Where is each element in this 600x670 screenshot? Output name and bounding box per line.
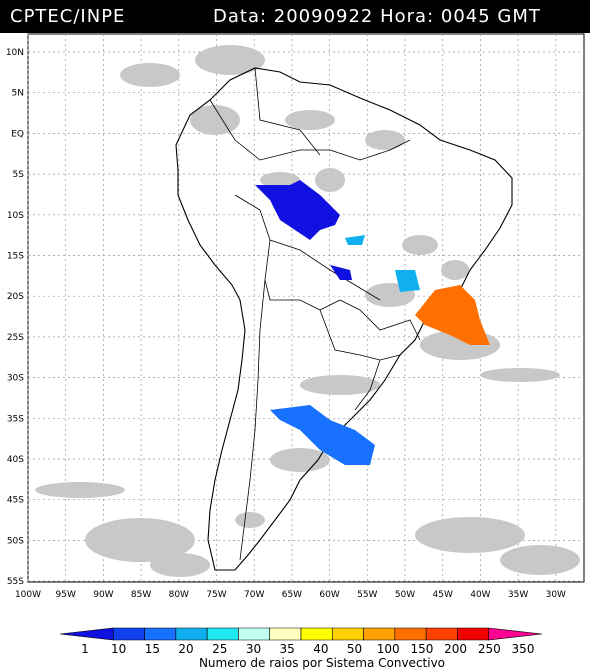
latitude-label: 40S [7, 455, 24, 465]
colorbar-segment [59, 627, 114, 641]
colorbar-segment [363, 627, 396, 641]
longitude-label: 75W [206, 590, 226, 600]
latitude-label: 55S [7, 577, 24, 587]
colorbar-tick-label: 25 [212, 642, 227, 656]
longitude-label: 45W [433, 590, 453, 600]
datetime-label: Data: 20090922 Hora: 0045 GMT [213, 6, 541, 27]
latitude-label: 10N [6, 48, 24, 58]
colorbar-segment [300, 627, 333, 641]
colorbar-tick-labels: 1 10 15 20 25 30 35 40 50 100 150 200 250 350 [81, 642, 534, 656]
colorbar [59, 627, 543, 641]
south-america-coastline [175, 67, 513, 571]
longitude-label: 95W [56, 590, 76, 600]
latitude-label: 50S [7, 536, 24, 546]
latitude-label: 20S [7, 292, 24, 302]
latitude-label: 45S [7, 496, 24, 506]
longitude-labels: 100W 95W 90W 85W 80W 75W 70W 65W 60W 55W 50W 45W 40W… [15, 590, 566, 600]
longitude-label: 90W [93, 590, 113, 600]
colorbar-segment [331, 627, 364, 641]
colorbar-tick-label: 50 [347, 642, 362, 656]
colorbar-segment [144, 627, 177, 641]
colorbar-segment [488, 627, 543, 641]
colorbar-caption: Numero de raios por Sistema Convectivo [199, 656, 445, 670]
colorbar-tick-label: 35 [280, 642, 295, 656]
colorbar-segment [206, 627, 239, 641]
latitude-label: EQ [11, 129, 24, 139]
colorbar-tick-label: 40 [313, 642, 328, 656]
colorbar-segment [269, 627, 302, 641]
cloud-cover [35, 45, 580, 577]
colorbar-tick-label: 100 [377, 642, 400, 656]
colorbar-tick-label: 10 [111, 642, 126, 656]
colorbar-segment [112, 627, 145, 641]
source-label: CPTEC/INPE [10, 6, 126, 27]
colorbar-segment [425, 627, 458, 641]
colorbar-segment [238, 627, 271, 641]
longitude-label: 50W [395, 590, 415, 600]
longitude-label: 60W [319, 590, 339, 600]
title-bar: CPTEC/INPE Data: 20090922 Hora: 0045 GMT [0, 0, 590, 33]
colorbar-tick-label: 200 [444, 642, 467, 656]
latitude-label: 5S [13, 170, 25, 180]
colorbar-tick-label: 15 [145, 642, 160, 656]
colorbar-tick-label: 350 [512, 642, 535, 656]
colorbar-tick-label: 150 [410, 642, 433, 656]
colorbar-tick-label: 1 [81, 642, 89, 656]
country-borders [209, 67, 421, 561]
colorbar-segment [457, 627, 490, 641]
longitude-label: 85W [131, 590, 151, 600]
longitude-label: 100W [15, 590, 41, 600]
convective-systems [255, 180, 490, 465]
longitude-label: 80W [169, 590, 189, 600]
latitude-label: 15S [7, 252, 24, 262]
longitude-label: 65W [282, 590, 302, 600]
longitude-label: 30W [546, 590, 566, 600]
longitude-label: 40W [470, 590, 490, 600]
longitude-label: 35W [508, 590, 528, 600]
latitude-label: 30S [7, 374, 24, 384]
colorbar-tick-label: 30 [246, 642, 261, 656]
colorbar-tick-label: 20 [178, 642, 193, 656]
colorbar-tick-label: 250 [478, 642, 501, 656]
latitude-label: 10S [7, 211, 24, 221]
longitude-label: 55W [357, 590, 377, 600]
colorbar-segment [175, 627, 208, 641]
latitude-labels: 10N 5N EQ 5S 10S 15S 20S 25S 30S 35S 40S 45S 50S 55S [6, 48, 24, 587]
latitude-label: 35S [7, 414, 24, 424]
colorbar-segment [394, 627, 427, 641]
latitude-label: 5N [12, 89, 24, 99]
longitude-label: 70W [244, 590, 264, 600]
latitude-label: 25S [7, 333, 24, 343]
